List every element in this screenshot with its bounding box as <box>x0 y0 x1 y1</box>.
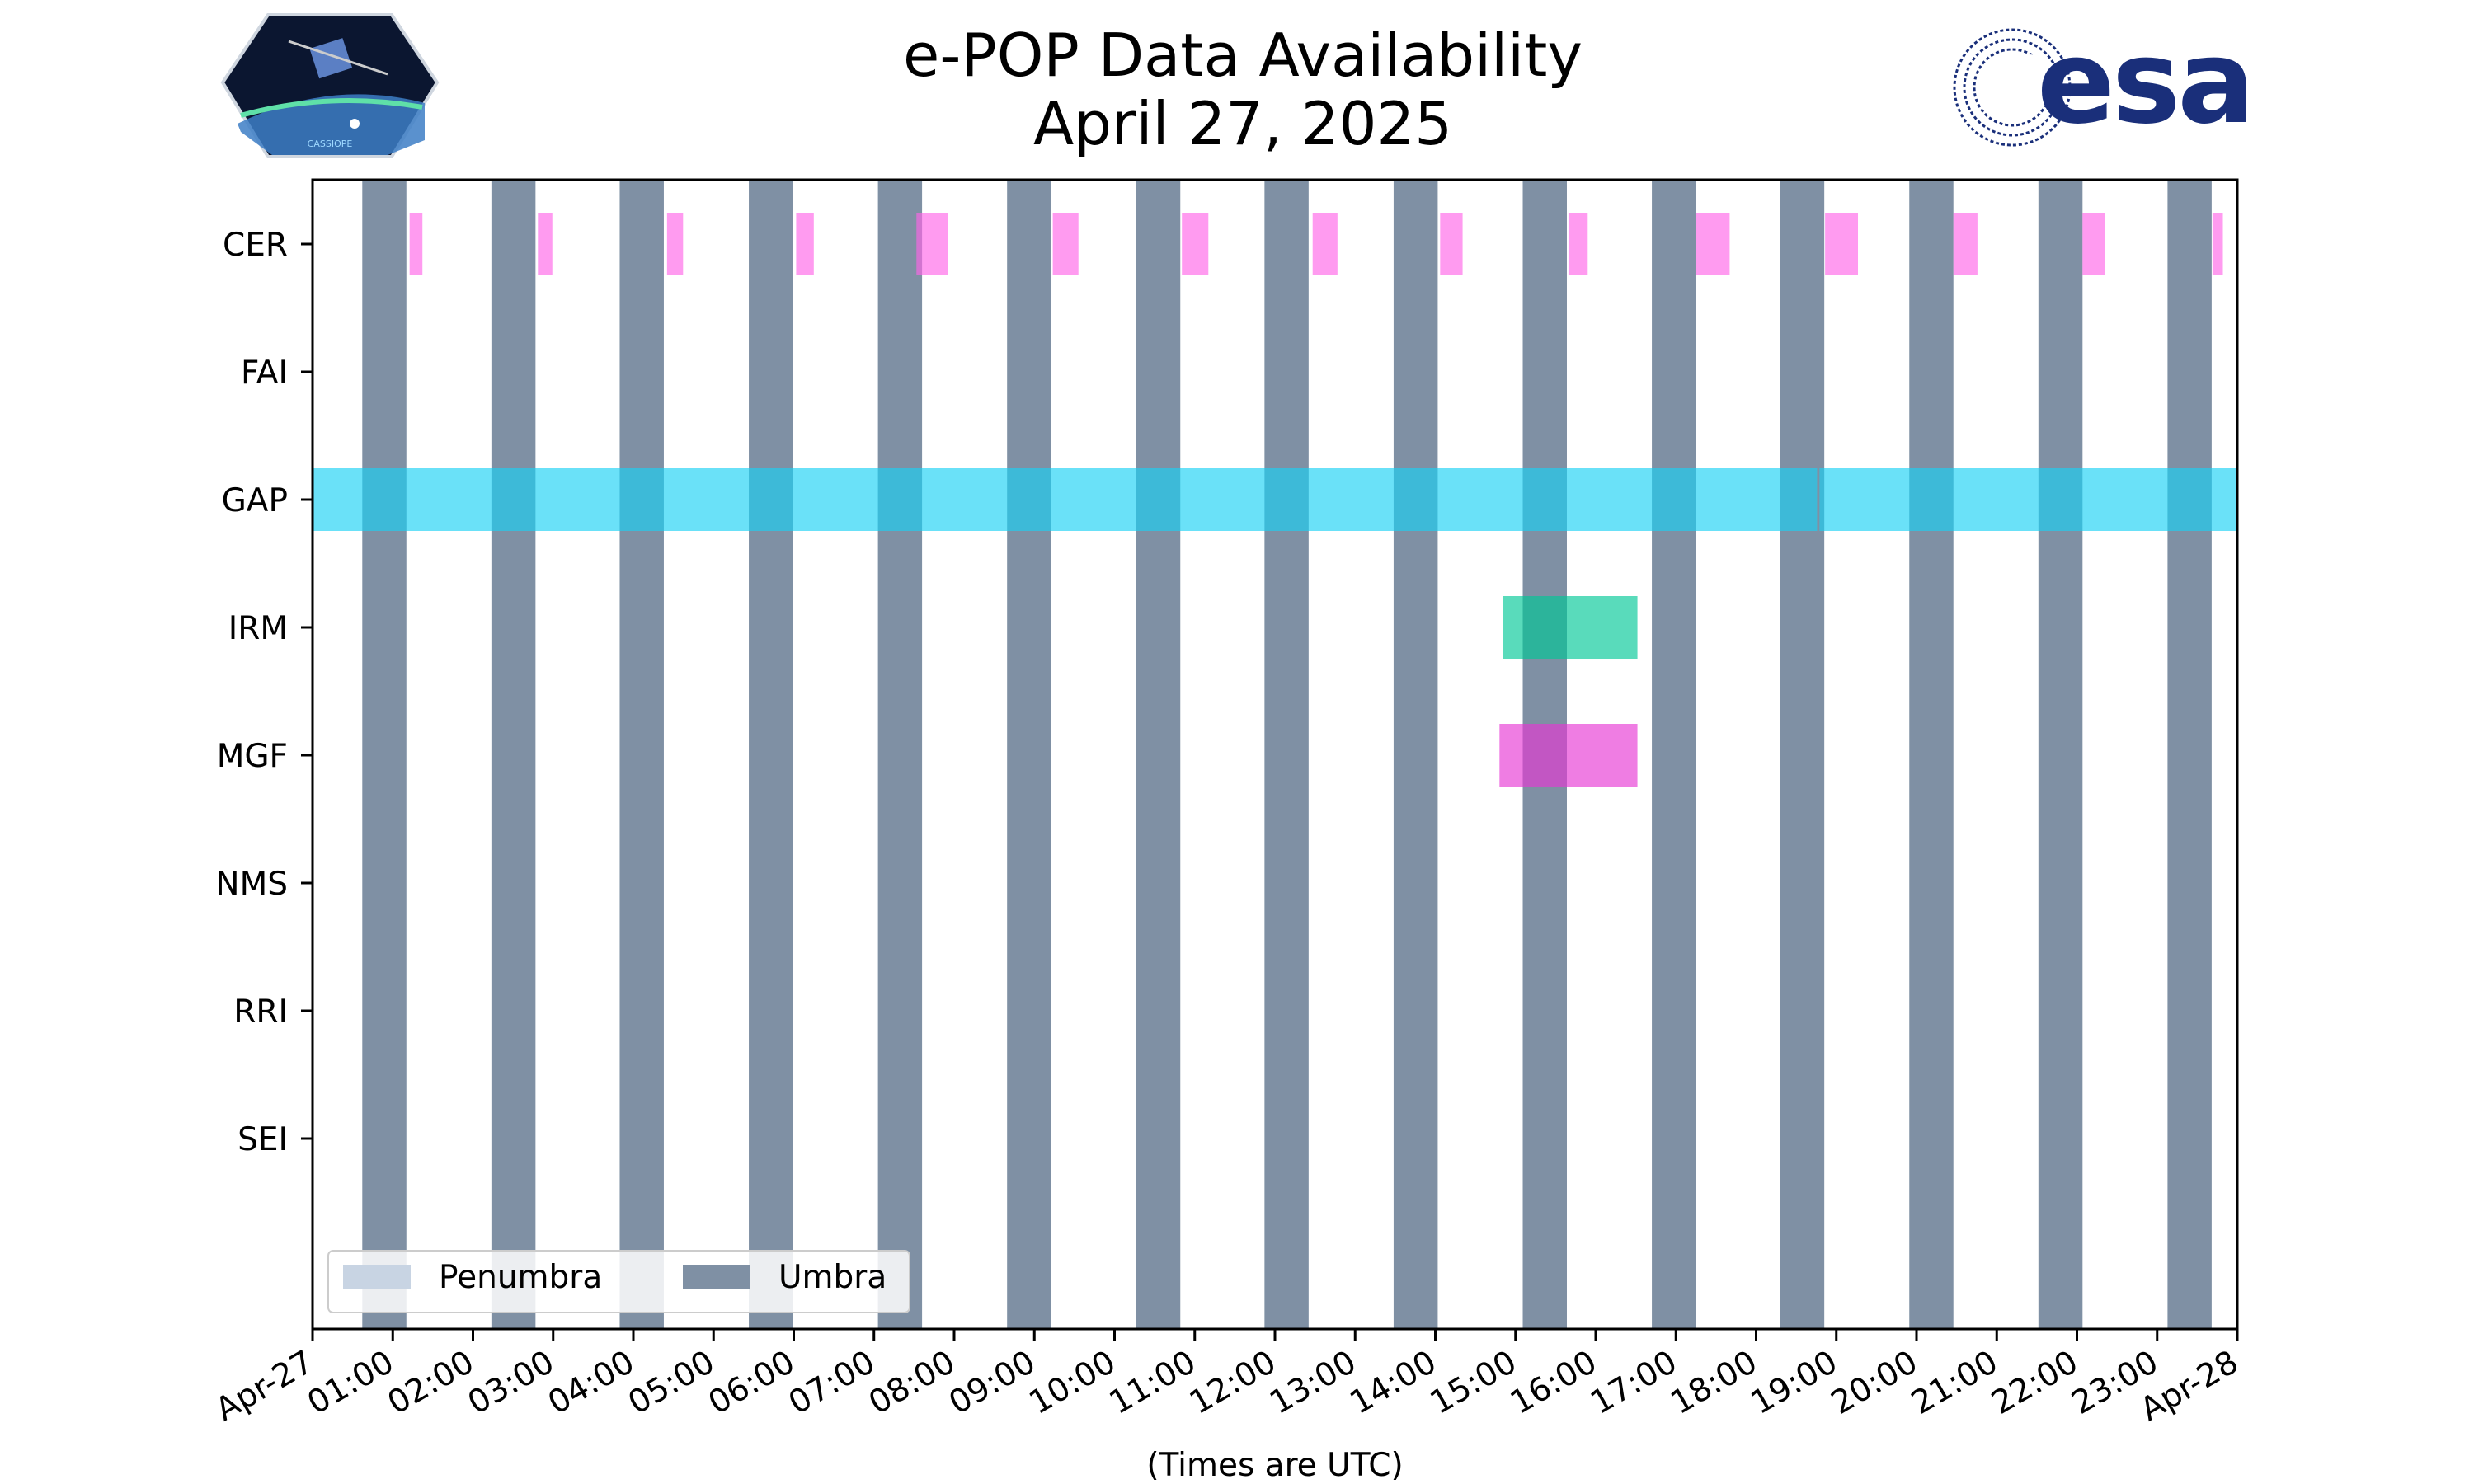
legend: Penumbra Umbra <box>327 1250 910 1313</box>
umbra-band <box>362 180 407 1329</box>
x-tick-label-09-00: 09:00 <box>943 1344 1042 1422</box>
availability-bar-cer <box>409 213 423 275</box>
legend-box <box>327 1250 910 1313</box>
umbra-band <box>1909 180 1954 1329</box>
x-tick-label-08-00: 08:00 <box>863 1344 962 1422</box>
umbra-bands <box>362 180 2212 1329</box>
x-tick-label-apr-27: Apr-27 <box>209 1344 320 1429</box>
x-tick-label-21-00: 21:00 <box>1905 1344 2004 1422</box>
esa-logo: esa <box>1953 16 2255 150</box>
availability-bar-cer <box>1182 213 1209 275</box>
chart-title: e-POP Data Availability <box>903 21 1583 90</box>
x-tick-label-19-00: 19:00 <box>1745 1344 1844 1422</box>
availability-bar-cer <box>666 213 684 275</box>
y-tick-label-rri: RRI <box>233 993 288 1031</box>
umbra-band <box>2038 180 2083 1329</box>
availability-bar-cer <box>916 213 948 275</box>
x-tick-label-03-00: 03:00 <box>462 1344 561 1422</box>
esa-logo-text: esa <box>2037 16 2252 150</box>
y-tick-label-fai: FAI <box>241 355 288 392</box>
x-tick-label-22-00: 22:00 <box>1986 1344 2085 1422</box>
cassiope-logo: CASSIOPE <box>220 13 440 158</box>
availability-bar-cer <box>1052 213 1079 275</box>
x-tick-label-15-00: 15:00 <box>1424 1344 1523 1422</box>
availability-bar-cer <box>1568 213 1588 275</box>
x-tick-label-06-00: 06:00 <box>703 1344 802 1422</box>
umbra-band <box>1393 180 1438 1329</box>
x-axis: Apr-2701:0002:0003:0004:0005:0006:0007:0… <box>209 1329 2245 1429</box>
umbra-band <box>1136 180 1181 1329</box>
x-tick-label-10-00: 10:00 <box>1023 1344 1122 1422</box>
y-axis: CER FAI GAP IRM MGF NMS RRI SEI <box>215 227 313 1158</box>
y-tick-label-nms: NMS <box>215 866 288 903</box>
x-tick-label-04-00: 04:00 <box>542 1344 641 1422</box>
availability-bar-cer <box>1696 213 1730 275</box>
y-tick-label-gap: GAP <box>222 482 288 519</box>
umbra-band <box>1780 180 1825 1329</box>
umbra-band <box>491 180 536 1329</box>
x-tick-label-05-00: 05:00 <box>622 1344 721 1422</box>
umbra-band <box>749 180 793 1329</box>
legend-label-penumbra: Penumbra <box>439 1259 602 1296</box>
availability-bar-cer <box>1825 213 1859 275</box>
cassiope-logo-text: CASSIOPE <box>308 139 353 149</box>
y-tick-label-mgf: MGF <box>217 738 288 775</box>
x-tick-label-07-00: 07:00 <box>783 1344 882 1422</box>
y-tick-label-sei: SEI <box>238 1121 288 1158</box>
umbra-band <box>2167 180 2212 1329</box>
x-tick-label-01-00: 01:00 <box>301 1344 400 1422</box>
chart-subtitle: April 27, 2025 <box>1033 89 1452 158</box>
availability-bar-cer <box>538 213 553 275</box>
x-tick-label-02-00: 02:00 <box>382 1344 481 1422</box>
availability-bar-irm <box>1503 596 1638 659</box>
umbra-band <box>619 180 664 1329</box>
availability-bar-mgf <box>1499 724 1638 787</box>
availability-bar-cer <box>1953 213 1978 275</box>
availability-bar-cer <box>2212 213 2223 275</box>
legend-swatch-umbra <box>683 1265 750 1289</box>
umbra-band <box>1007 180 1051 1329</box>
availability-bars <box>313 213 2237 787</box>
x-tick-label-16-00: 16:00 <box>1504 1344 1603 1422</box>
umbra-band <box>1652 180 1696 1329</box>
availability-bar-cer <box>2082 213 2105 275</box>
x-axis-label: (Times are UTC) <box>1146 1447 1403 1484</box>
availability-bar-gap <box>313 468 1818 531</box>
availability-bar-cer <box>1312 213 1338 275</box>
legend-swatch-penumbra <box>343 1265 411 1289</box>
y-tick-label-irm: IRM <box>228 610 288 647</box>
x-tick-label-14-00: 14:00 <box>1344 1344 1443 1422</box>
availability-bar-gap <box>1819 468 2237 531</box>
x-tick-label-13-00: 13:00 <box>1263 1344 1362 1422</box>
availability-bar-cer <box>796 213 814 275</box>
x-tick-label-18-00: 18:00 <box>1665 1344 1764 1422</box>
umbra-band <box>1264 180 1309 1329</box>
availability-bar-cer <box>1440 213 1463 275</box>
x-tick-label-17-00: 17:00 <box>1584 1344 1683 1422</box>
umbra-band <box>877 180 923 1329</box>
x-tick-label-12-00: 12:00 <box>1183 1344 1282 1422</box>
y-tick-label-cer: CER <box>223 227 288 264</box>
x-tick-label-11-00: 11:00 <box>1103 1344 1202 1422</box>
x-tick-label-20-00: 20:00 <box>1825 1344 1924 1422</box>
legend-label-umbra: Umbra <box>778 1259 887 1296</box>
